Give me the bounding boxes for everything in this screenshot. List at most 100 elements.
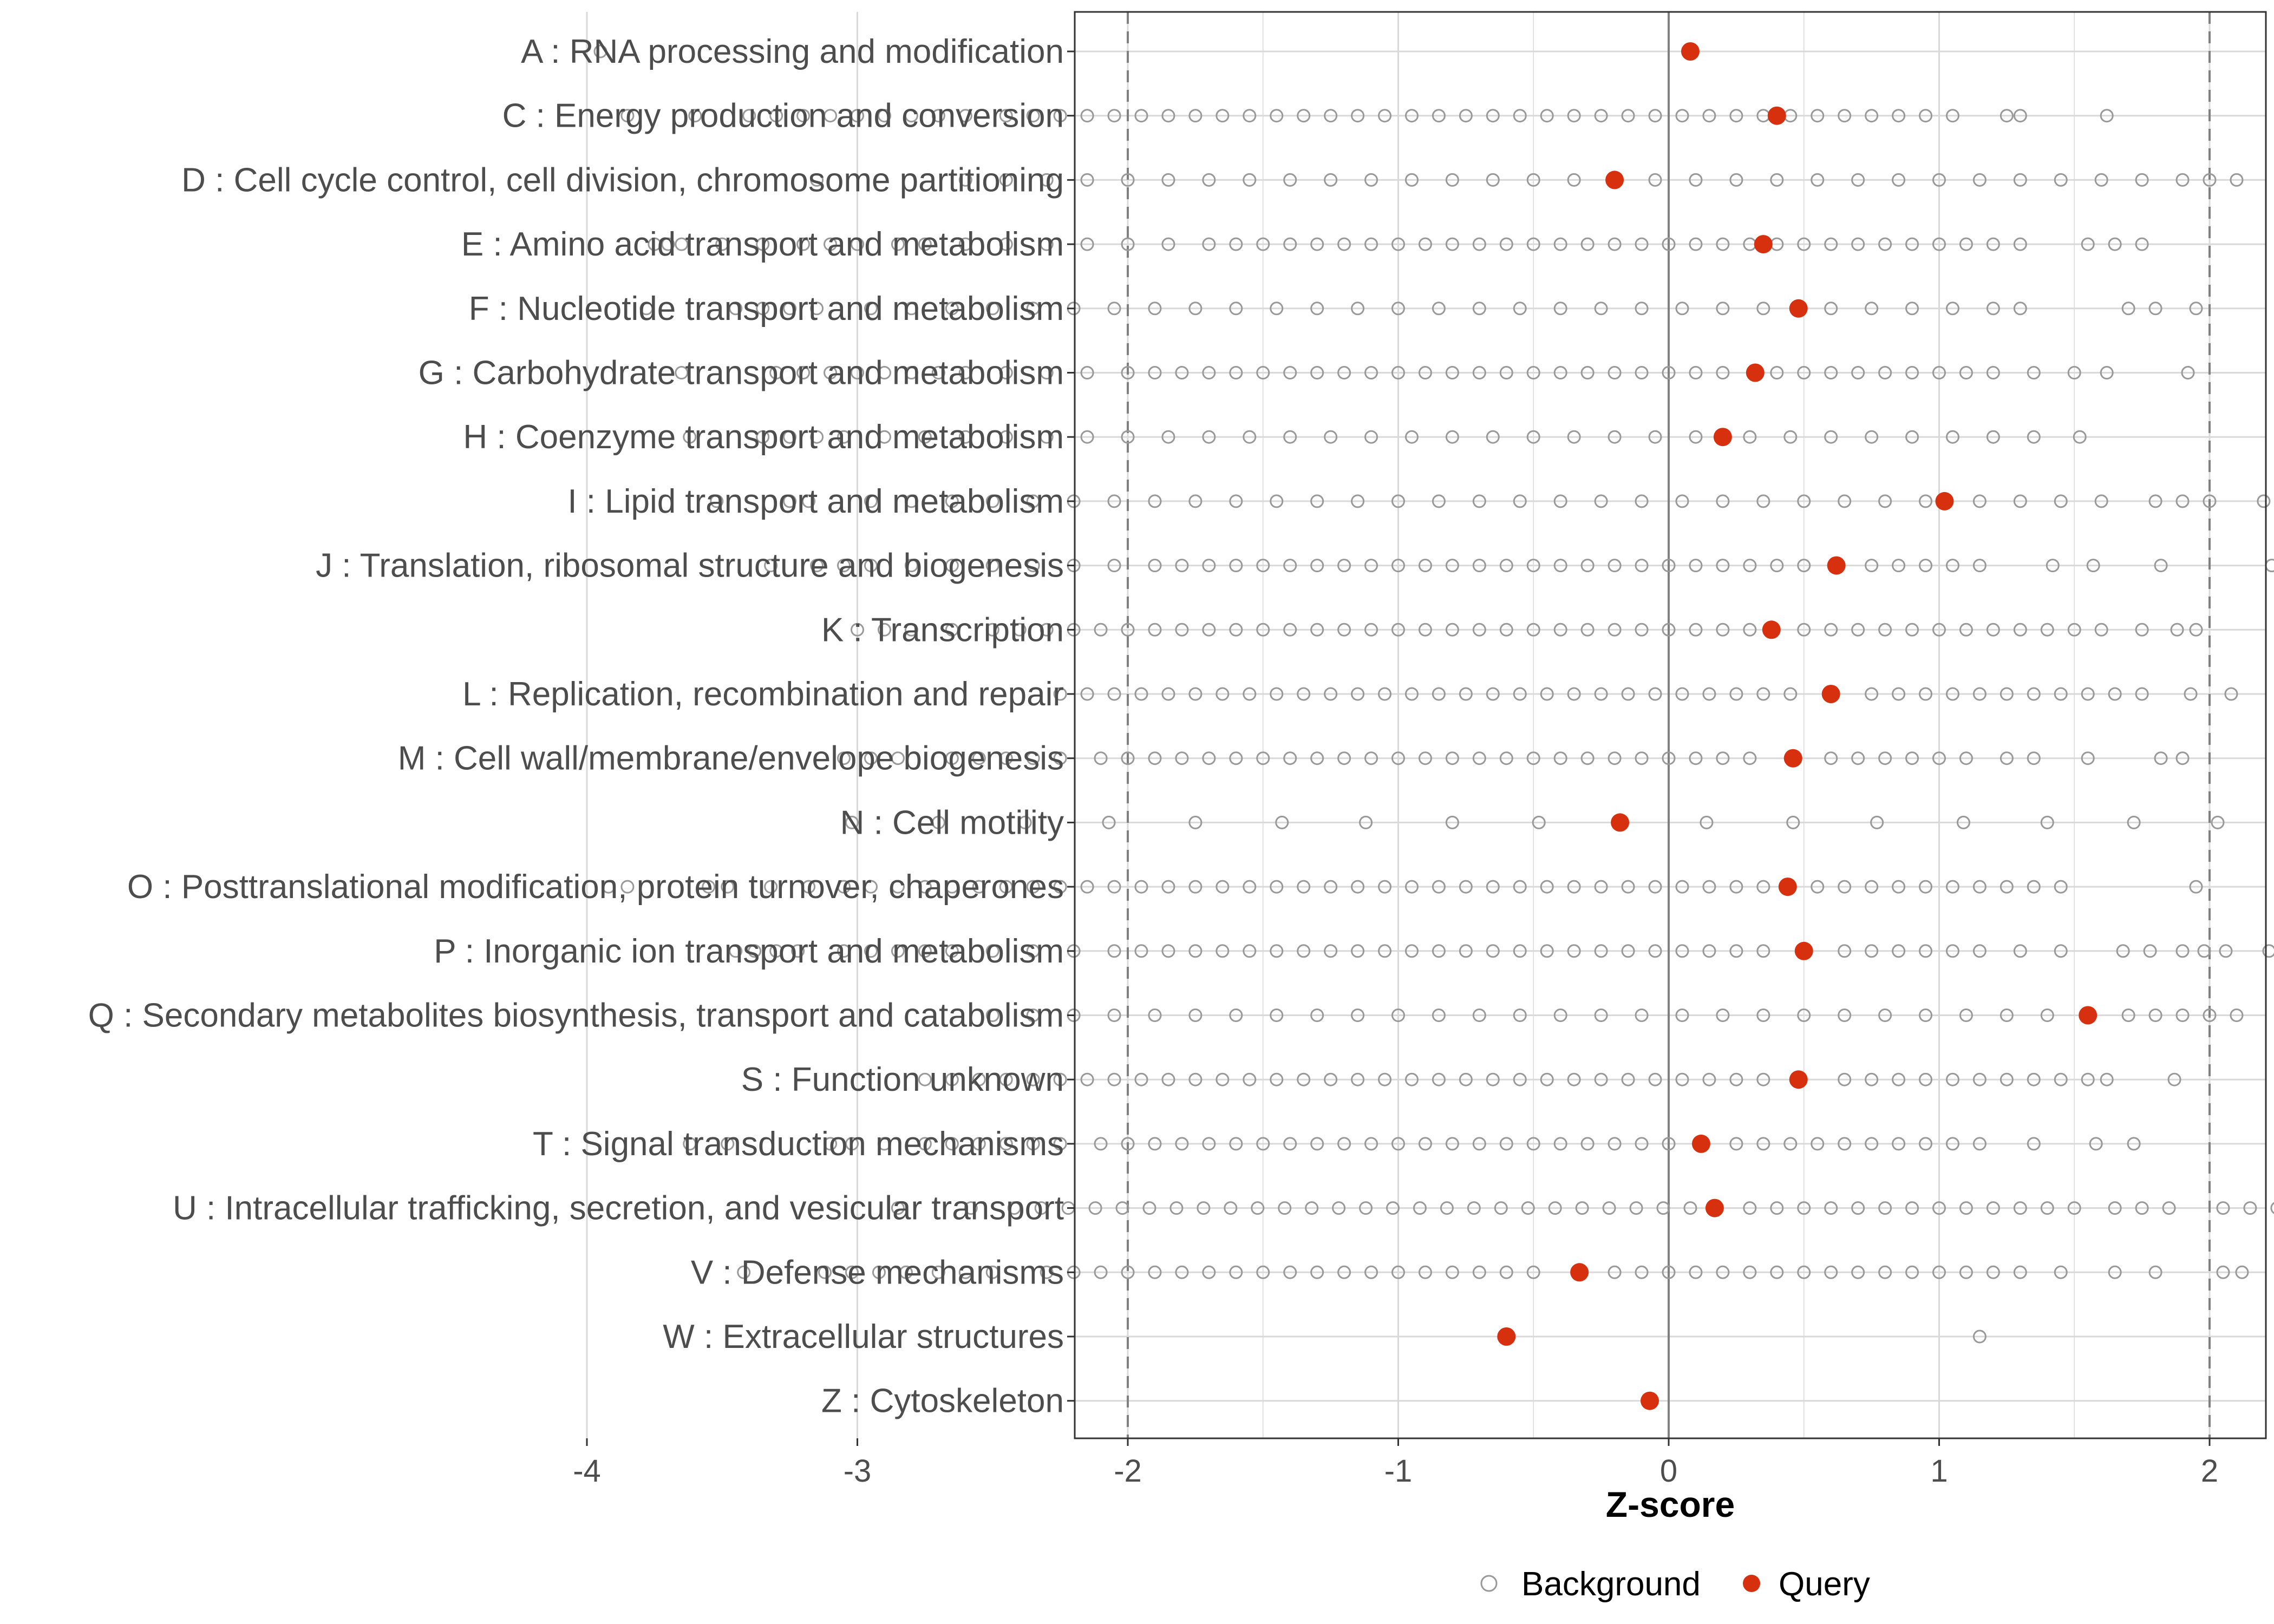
background-point [1919,1009,1933,1022]
background-point [904,366,918,379]
background-point [1432,687,1446,701]
query-point [1605,171,1624,189]
background-point [1635,302,1649,316]
background-point [1297,880,1311,894]
background-point [1594,687,1608,701]
background-point [783,302,797,316]
background-point [1608,366,1622,379]
background-point [1486,173,1500,187]
category-label: M : Cell wall/membrane/envelope biogenes… [398,740,1064,777]
background-point [1972,559,1987,573]
background-point [796,237,811,251]
background-point [1567,1072,1581,1086]
background-point [1080,687,1094,701]
background-point [1197,1201,1211,1215]
query-point [1497,1327,1516,1346]
x-tick-label: -1 [1384,1453,1413,1489]
background-point [1635,1137,1649,1151]
background-point [1648,687,1662,701]
background-point [756,237,770,251]
background-point [756,302,770,316]
query-point [1641,1391,1659,1410]
background-point [1040,237,1054,251]
background-point [1756,944,1770,958]
background-point [1148,1137,1162,1151]
background-point [1202,430,1216,444]
background-point [1689,173,1703,187]
background-point [2067,366,2081,379]
background-point [1310,1265,1324,1279]
background-point [1432,1072,1446,1086]
background-point [1919,687,1933,701]
background-point [1892,687,1906,701]
background-point [958,1265,972,1279]
background-point [1175,1265,1189,1279]
background-point [1018,815,1032,829]
background-point [1919,1137,1933,1151]
background-point [1378,880,1392,894]
background-point [1972,880,1987,894]
x-tick-label: -3 [844,1453,872,1489]
legend-query-label: Query [1779,1566,1870,1603]
background-point [1337,366,1351,379]
background-point [972,1137,986,1151]
background-point [1351,944,1365,958]
background-point [1026,494,1040,508]
background-point [1783,430,1798,444]
background-point [1580,237,1595,251]
background-point [791,944,805,958]
category-label: I : Lipid transport and metabolism [567,483,1064,520]
background-point [648,237,662,251]
background-point [1567,880,1581,894]
background-point [1188,302,1203,316]
background-point [1689,623,1703,637]
background-point [999,237,1013,251]
background-point [756,430,770,444]
background-point [769,366,783,379]
background-point [864,880,878,894]
query-point [1767,106,1786,125]
background-point [1608,430,1622,444]
background-point [1986,430,2000,444]
background-point [2081,1072,2095,1086]
background-point [1540,1072,1554,1086]
background-point [972,751,986,765]
background-point [1675,302,1689,316]
background-point [2148,302,2162,316]
background-point [1169,1201,1184,1215]
background-point [2013,109,2027,123]
background-point [1959,751,1973,765]
background-point [1513,687,1527,701]
background-point [1905,1265,1919,1279]
background-point [864,751,878,765]
background-point [1716,494,1730,508]
background-point [1134,880,1148,894]
background-point [1121,237,1135,251]
background-point [1878,623,1892,637]
background-point [1324,109,1338,123]
background-point [1513,494,1527,508]
background-point [1945,880,1959,894]
background-point [999,751,1013,765]
background-point [958,237,972,251]
background-point [1878,1265,1892,1279]
background-point [1675,687,1689,701]
background-point [2154,751,2168,765]
background-point [1188,494,1203,508]
background-point [2203,494,2217,508]
background-point [1972,687,1987,701]
background-point [1310,366,1324,379]
background-point [2116,944,2130,958]
background-point [1580,559,1595,573]
background-point [1034,1201,1048,1215]
background-point [824,109,838,123]
background-point [1202,623,1216,637]
background-point [1324,944,1338,958]
background-point [783,430,797,444]
background-point [1467,1201,1481,1215]
background-point [837,559,851,573]
background-point [1459,1072,1473,1086]
background-point [1040,623,1054,637]
background-point [2184,687,2198,701]
background-point [1486,1072,1500,1086]
